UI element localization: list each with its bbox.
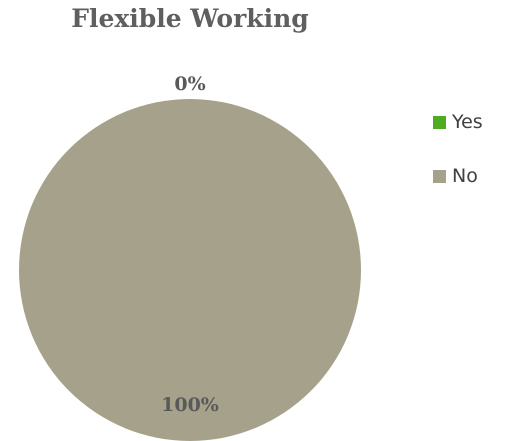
pie-slice-no — [19, 99, 361, 441]
data-label-yes: 0% — [174, 73, 205, 95]
legend-label-no: No — [452, 165, 478, 187]
chart-title: Flexible Working — [71, 4, 309, 33]
chart-legend: Yes No — [433, 110, 483, 218]
data-label-no: 100% — [161, 394, 219, 416]
legend-swatch-no — [433, 169, 446, 183]
legend-swatch-yes — [433, 115, 446, 129]
legend-item-no: No — [433, 164, 483, 188]
legend-item-yes: Yes — [433, 110, 483, 134]
legend-label-yes: Yes — [452, 111, 483, 133]
